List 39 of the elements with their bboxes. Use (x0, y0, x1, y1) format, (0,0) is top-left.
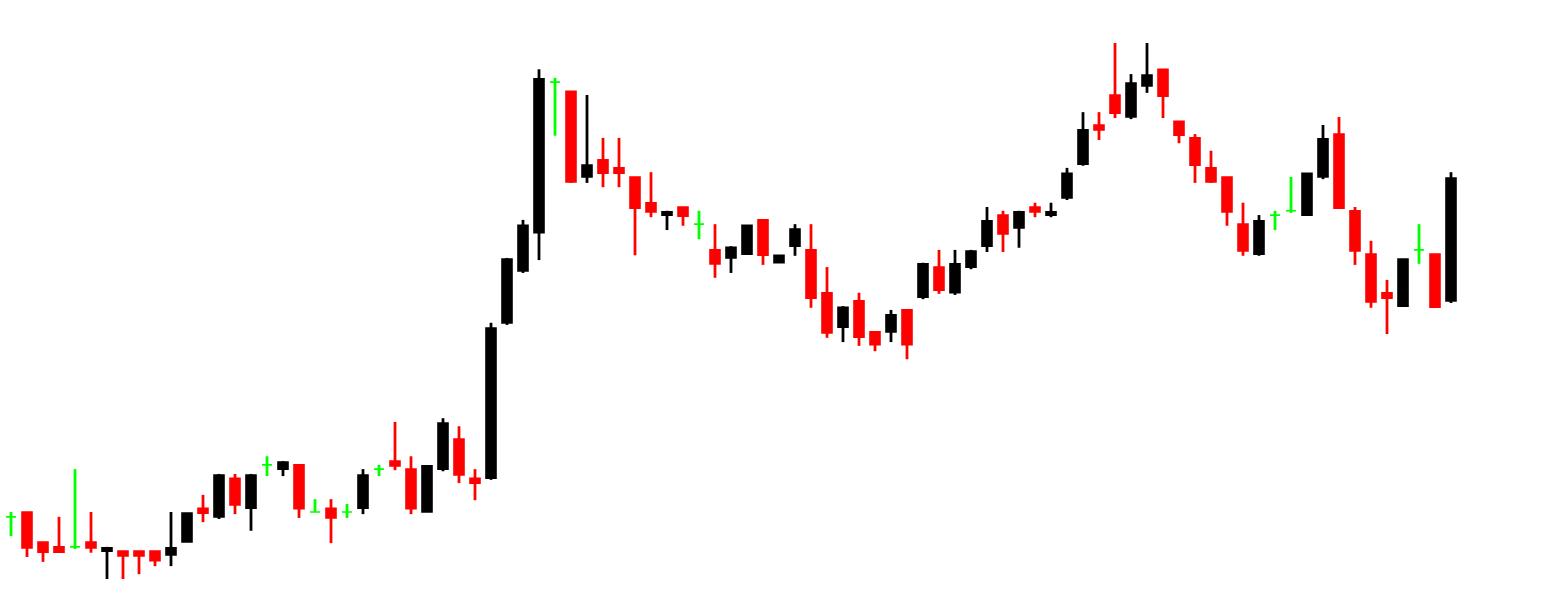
candlestick (325, 497, 337, 545)
candlestick (1013, 209, 1025, 250)
candlestick (37, 540, 49, 564)
candlestick (5, 510, 17, 538)
candlestick (1141, 41, 1153, 95)
candlestick (85, 510, 97, 555)
candlestick (389, 420, 401, 472)
candlestick (837, 304, 849, 344)
candlestick (933, 248, 945, 296)
candlestick (117, 549, 129, 581)
candlestick (1093, 110, 1105, 142)
candlestick (101, 545, 113, 581)
candlestick (1205, 149, 1217, 185)
candlestick (885, 308, 897, 344)
candlestick (165, 510, 177, 568)
candlestick (725, 244, 737, 275)
candlestick (469, 467, 481, 502)
candlestick (709, 222, 721, 280)
candlestick (645, 170, 657, 219)
candlestick (133, 549, 145, 576)
candlestick (581, 93, 593, 185)
candlestick (1413, 222, 1425, 266)
candlestick (613, 136, 625, 189)
candlestick (997, 209, 1009, 254)
candlestick (1381, 278, 1393, 336)
candlestick (197, 493, 209, 524)
candlestick (597, 136, 609, 189)
candlestick (69, 467, 81, 551)
candlestick (677, 205, 689, 228)
candlestick (1269, 209, 1281, 232)
candlestick (789, 222, 801, 258)
candlestick (549, 76, 561, 138)
candlestick (869, 330, 881, 353)
candlestick (261, 454, 273, 478)
candlestick (1285, 175, 1297, 215)
candlestick (53, 515, 65, 555)
candlestick (693, 209, 705, 241)
candlestick (1109, 41, 1121, 120)
candlestick (1173, 119, 1185, 145)
